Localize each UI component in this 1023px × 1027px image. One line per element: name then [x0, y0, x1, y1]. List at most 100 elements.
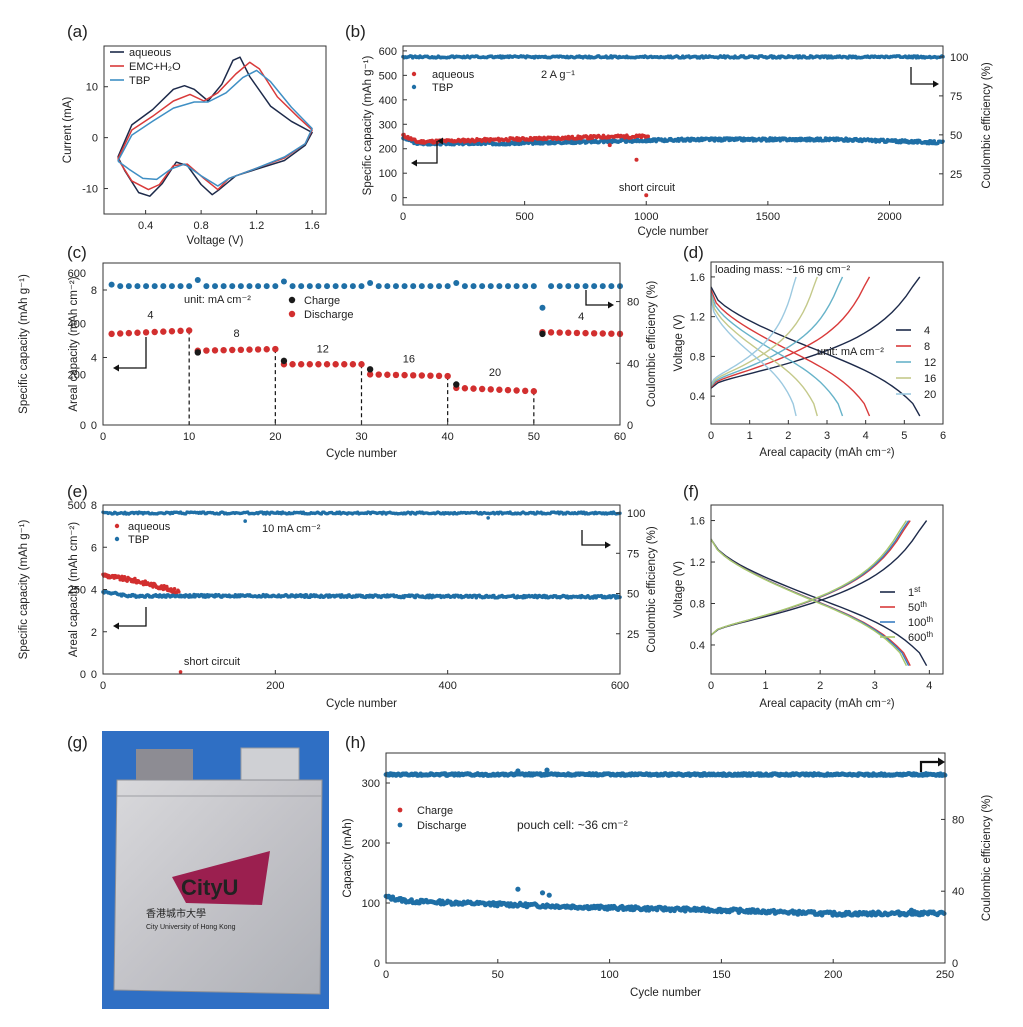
left-axis-arrow — [117, 337, 147, 369]
discharge-point — [108, 330, 115, 338]
panel-c-outer-tick-label: 200 — [68, 369, 86, 381]
panel-h-xtick-label: 50 — [492, 969, 504, 981]
discharge-outlier — [546, 892, 552, 898]
panel-label: (a) — [67, 22, 88, 41]
short-circuit-note: short circuit — [619, 182, 675, 194]
panel-f-voltage-chart: 0 1 2 3 4 0.4 0.8 1.2 1.6 Areal capacity (mAh cm⁻… — [673, 504, 944, 710]
legend-label-charge: Charge — [417, 805, 453, 817]
ce-point — [436, 283, 443, 290]
ce-point — [306, 283, 313, 290]
left-axis-arrow-head — [113, 622, 119, 630]
ce-outlier — [486, 516, 490, 520]
discharge-point — [358, 361, 365, 368]
legend-label: TBP — [432, 82, 453, 94]
panel-h-y2label: Coulombic efficiency (%) — [981, 795, 993, 922]
capacity-outlier-aqueous — [178, 670, 183, 674]
panel-b-y2tick-label: 50 — [950, 130, 962, 142]
panel-e-xtick-label: 600 — [611, 680, 629, 692]
ce-point — [392, 283, 399, 290]
charge-point — [539, 330, 546, 338]
panel-e-y2tick-label: 75 — [627, 548, 639, 560]
discharge-point — [366, 371, 374, 378]
panel-h-yticks-label: 0 — [374, 958, 380, 970]
ce-point — [186, 283, 193, 290]
panel-c-yticks-label: 0 — [91, 420, 97, 432]
discharge-point — [229, 346, 236, 354]
voltage-curve-4 — [710, 276, 921, 389]
discharge-point — [117, 330, 124, 337]
panel-e-y2label: Coulombic efficiency (%) — [646, 526, 658, 653]
panel-c-xtick-label: 60 — [614, 431, 626, 443]
panel-e-outer-tick-label: 250 — [68, 585, 86, 597]
discharge-point — [565, 329, 572, 336]
ce-point — [220, 283, 227, 290]
panel-h-xtick-label: 250 — [936, 969, 954, 981]
panel-e-outer-tick-label: 0 — [80, 669, 86, 681]
panel-f-xtick-label: 1 — [763, 680, 769, 692]
panel-d-xtick-label: 5 — [901, 430, 907, 442]
panel-b-ylabel: Specific capacity (mAh g⁻¹) — [362, 56, 374, 196]
ce-point — [453, 280, 460, 287]
discharge-point — [556, 329, 563, 336]
panel-e-xlabel: Cycle number — [326, 698, 397, 710]
panel-b-xtick-label: 1000 — [634, 211, 658, 223]
ce-point — [487, 283, 494, 290]
ce-point — [332, 283, 339, 290]
voltage-curve-12 — [710, 292, 844, 417]
discharge-point — [384, 371, 391, 378]
panel-f-frame — [710, 504, 944, 675]
voltage-curve-600th — [710, 538, 908, 667]
capacity-point-aqueous — [169, 587, 173, 591]
ce-point — [194, 276, 201, 283]
legend-marker-discharge — [397, 822, 403, 828]
panel-c-yticks-label: 4 — [91, 353, 97, 365]
rate-block-label: 16 — [403, 353, 415, 365]
right-axis-arrow — [581, 530, 608, 546]
ce-point — [461, 283, 468, 290]
discharge-point — [211, 347, 219, 354]
legend-marker — [114, 536, 120, 542]
panel-d-yticks-label: 0.8 — [690, 351, 705, 363]
legend-label: 20 — [924, 389, 936, 401]
rate-block-label: 4 — [578, 311, 584, 323]
legend-label-number: 600 — [908, 632, 926, 644]
panel-c-xtick-label: 20 — [269, 431, 281, 443]
ce-point — [203, 283, 210, 290]
ce-point — [108, 281, 115, 288]
panel-e-xtick-label: 200 — [266, 680, 284, 692]
panel-d-xtick-label: 2 — [785, 430, 791, 442]
panel-c-yticks-label: 8 — [91, 285, 97, 297]
panel-b-y2label: Coulombic efficiency (%) — [981, 62, 993, 189]
discharge-point — [315, 361, 322, 368]
panel-b-xlabel: Cycle number — [638, 226, 709, 238]
ce-point — [280, 278, 287, 285]
panel-c-ylabel-inner: Areal capacity (mAh cm⁻²) — [68, 276, 80, 411]
ce-point — [263, 283, 270, 290]
ce-point — [418, 283, 425, 290]
discharge-point — [590, 330, 598, 337]
right-axis-arrow-head — [608, 301, 614, 309]
cityu-logo-text: CityU — [181, 875, 238, 900]
ce-point — [522, 283, 529, 290]
panel-d-xtick-label: 6 — [940, 430, 946, 442]
panel-b-yticks-label: 400 — [379, 95, 397, 107]
panel-b-yticks-label: 300 — [379, 119, 397, 131]
legend-marker — [114, 523, 120, 529]
panel-e-ylabel-inner: Areal capacity (mAh cm⁻²) — [68, 522, 80, 657]
panel-h-xlabel: Cycle number — [630, 987, 701, 999]
legend-label: 600th — [908, 630, 933, 644]
discharge-point — [246, 346, 253, 353]
panel-e-y2tick-label: 50 — [627, 589, 639, 601]
discharge-point — [522, 387, 529, 395]
panel-d-xlabel: Areal capacity (mAh cm⁻²) — [759, 447, 894, 459]
ce-point — [229, 283, 236, 290]
panel-c-y2label: Coulombic efficiency (%) — [646, 281, 658, 408]
ce-point — [324, 283, 331, 290]
ce-point — [168, 283, 175, 290]
panel-label: (h) — [345, 733, 366, 752]
legend-label: aqueous — [128, 521, 171, 533]
ce-outlier — [243, 519, 247, 523]
right-axis-arrow-head — [933, 80, 939, 88]
ce-point — [530, 283, 537, 290]
